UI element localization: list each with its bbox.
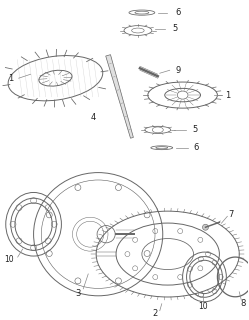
Text: 3: 3 — [76, 289, 81, 298]
Text: 6: 6 — [175, 8, 180, 17]
Text: 5: 5 — [172, 24, 177, 33]
Text: 8: 8 — [241, 299, 246, 308]
Circle shape — [202, 224, 208, 230]
Text: 6: 6 — [194, 143, 199, 152]
Text: 9: 9 — [175, 66, 180, 75]
Text: 7: 7 — [229, 210, 234, 219]
Text: 5: 5 — [192, 125, 197, 134]
Text: 1: 1 — [8, 74, 13, 83]
Text: 10: 10 — [4, 254, 13, 264]
Text: 4: 4 — [91, 114, 96, 123]
Text: 1: 1 — [225, 91, 230, 100]
Text: 2: 2 — [152, 309, 157, 318]
Text: 10: 10 — [199, 302, 208, 311]
Polygon shape — [106, 55, 133, 138]
